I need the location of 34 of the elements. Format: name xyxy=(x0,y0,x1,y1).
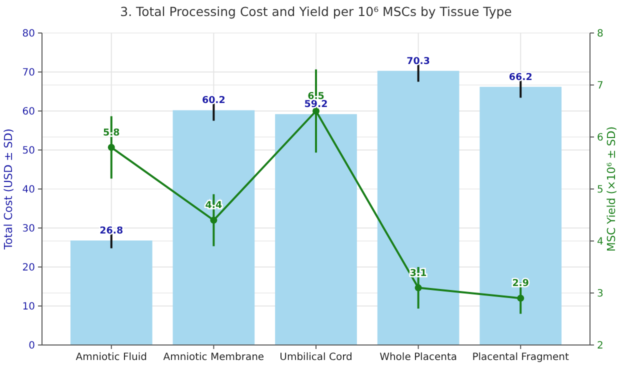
x-tick-label: Amniotic Fluid xyxy=(76,352,147,363)
bar xyxy=(70,240,152,345)
x-tick-label: Placental Fragment xyxy=(472,352,570,363)
y-tick-label: 20 xyxy=(22,262,35,274)
y-tick-label: 80 xyxy=(22,28,35,40)
chart-title: 3. Total Processing Cost and Yield per 10⁶ MSCs by Tissue Type xyxy=(120,4,512,19)
y-tick-label: 50 xyxy=(22,146,35,156)
y2-tick-label: 5 xyxy=(597,184,604,196)
data-label: 66.2 xyxy=(508,72,532,83)
y-tick-label: 60 xyxy=(22,106,35,118)
y2-tick-label: 8 xyxy=(597,28,604,40)
y2-tick-label: 2 xyxy=(597,340,604,352)
data-label: 26.8 xyxy=(100,225,124,236)
y-axis-title: Total Cost (USD ± SD) xyxy=(2,128,15,250)
y-tick-label: 0 xyxy=(28,340,35,352)
y2-tick-label: 4 xyxy=(597,236,604,248)
y2-tick-label: 7 xyxy=(597,80,604,92)
y-tick-label: 40 xyxy=(22,184,35,196)
y2-axis-title: MSC Yield (×10⁶ ± SD) xyxy=(605,126,618,252)
y-tick-label: 30 xyxy=(22,224,35,234)
x-tick-label: Amniotic Membrane xyxy=(163,352,264,363)
y-tick-label: 70 xyxy=(22,68,35,78)
y2-tick-label: 3 xyxy=(597,288,604,300)
x-tick-label: Whole Placenta xyxy=(380,352,458,363)
data-label: 60.2 xyxy=(202,95,226,106)
bar xyxy=(275,114,357,345)
y2-tick-label: 6 xyxy=(597,132,604,144)
data-label: 70.3 xyxy=(406,56,430,67)
data-label: 2.9 xyxy=(512,278,530,290)
y-tick-label: 10 xyxy=(22,302,35,312)
bar xyxy=(480,86,562,345)
bar xyxy=(172,110,255,345)
x-tick-label: Umbilical Cord xyxy=(280,352,352,363)
bar xyxy=(377,70,460,345)
